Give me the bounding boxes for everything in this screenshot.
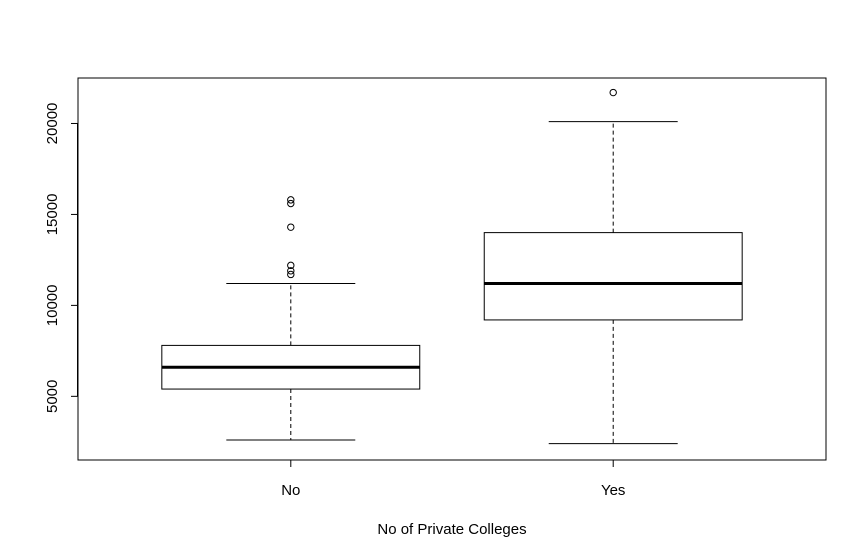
y-tick-label: 15000 (44, 194, 61, 236)
box-no (161, 196, 421, 441)
boxes (161, 88, 743, 445)
y-axis: 5000 10000 15000 20000 (44, 103, 78, 413)
x-tick-label: Yes (601, 482, 625, 499)
iqr-box (483, 232, 743, 321)
y-tick-label: 20000 (44, 103, 61, 145)
outlier-point (287, 196, 295, 204)
x-axis: No Yes (281, 460, 625, 499)
outlier-point (609, 88, 617, 97)
y-tick-label: 5000 (44, 380, 61, 413)
outlier-point (287, 223, 295, 231)
outlier-point (287, 270, 295, 279)
box-yes (483, 88, 743, 445)
outlier-point (287, 267, 295, 275)
x-tick-label: No (281, 482, 300, 499)
y-tick-label: 10000 (44, 285, 61, 327)
outlier-point (287, 261, 295, 270)
outlier-point (287, 199, 295, 208)
x-axis-title: No of Private Colleges (377, 521, 526, 538)
